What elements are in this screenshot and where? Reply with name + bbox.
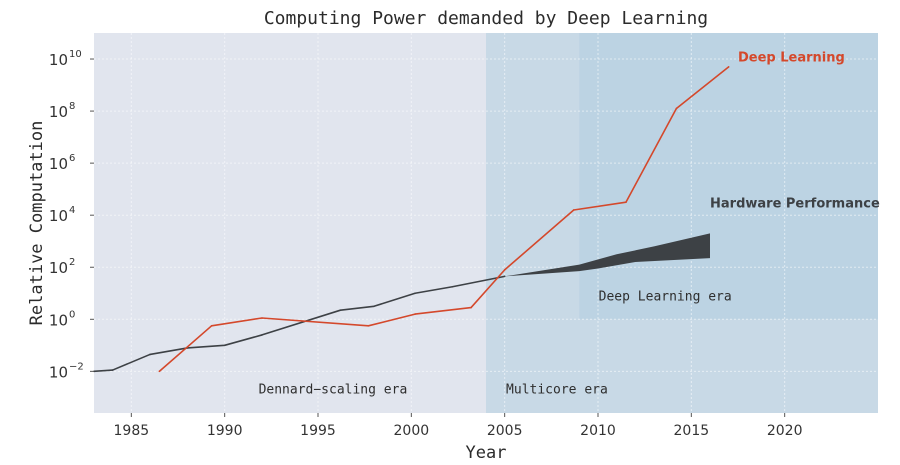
- hardware-performance-band: [504, 233, 710, 277]
- data-point-deep-learning-2: [261, 317, 263, 319]
- data-point-hardware-performance-5: [261, 334, 263, 336]
- hardware-band: [504, 233, 710, 277]
- y-tick-label-10: 10 10: [49, 49, 82, 69]
- data-point-deep-learning-6: [503, 269, 506, 271]
- x-axis-label: Year: [466, 443, 507, 463]
- x-tick-label-1995: 1995: [300, 423, 336, 439]
- y-tick-exponent: 8: [69, 101, 75, 112]
- data-point-deep-learning-3: [367, 325, 370, 327]
- y-tick-exponent: 10: [69, 49, 82, 60]
- y-tick-base: 10: [49, 51, 68, 69]
- y-tick-label-6: 10 6: [49, 153, 75, 173]
- region-deep-learning-era: [579, 33, 878, 320]
- y-tick-exponent: 2: [69, 257, 75, 268]
- data-point-deep-learning-7: [572, 209, 575, 211]
- region-labels: Dennard−scaling era Multicore era Deep Lea…: [259, 290, 732, 398]
- y-tick-base: 10: [49, 259, 68, 277]
- x-tick-label-2000: 2000: [394, 423, 430, 439]
- data-point-hardware-performance-4: [223, 344, 226, 347]
- y-tick-base: 10: [49, 207, 68, 225]
- x-tick-label-2010: 2010: [580, 423, 616, 439]
- era-regions: [94, 33, 878, 413]
- x-tick-label-1990: 1990: [207, 423, 243, 439]
- region-label-deep-learning-era: Deep Learning era: [599, 290, 732, 305]
- x-tick-label-2020: 2020: [767, 423, 803, 439]
- data-point-deep-learning-5: [470, 306, 472, 309]
- y-tick-exponent: 6: [69, 153, 75, 164]
- annotation-deep-learning: Deep Learning: [738, 51, 845, 66]
- y-tick-base: 10: [49, 155, 68, 173]
- y-tick-exponent: −2: [69, 361, 84, 372]
- region-label-multicore-era: Multicore era: [506, 382, 608, 397]
- series-lines: [93, 66, 730, 373]
- y-tick-label--2: 10 −2: [49, 361, 84, 381]
- x-tick-label-2005: 2005: [487, 423, 523, 439]
- region-dennard-scaling-era: [94, 33, 486, 413]
- y-tick-exponent: 4: [69, 205, 75, 216]
- x-tick-label-2015: 2015: [674, 423, 710, 439]
- x-tick-label-1985: 1985: [114, 423, 150, 439]
- y-tick-label-2: 10 2: [49, 257, 75, 277]
- data-point-deep-learning-10: [727, 66, 730, 68]
- data-point-deep-learning-9: [675, 107, 678, 110]
- y-tick-label-4: 10 4: [49, 205, 75, 225]
- y-tick-base: 10: [49, 311, 68, 329]
- data-point-hardware-performance-9: [451, 285, 454, 288]
- grid-lines: [94, 33, 878, 413]
- data-point-deep-learning-1: [210, 325, 213, 327]
- data-point-hardware-performance-7: [373, 305, 375, 308]
- y-tick-label-8: 10 8: [49, 101, 75, 121]
- data-point-hardware-performance-2: [149, 353, 151, 356]
- data-point-deep-learning-0: [158, 370, 161, 373]
- region-label-dennard-scaling-era: Dennard−scaling era: [259, 382, 408, 397]
- data-point-hardware-performance-6: [339, 309, 342, 311]
- data-point-hardware-performance-10: [503, 275, 506, 278]
- x-axis: 1985 1990 1995 2000 2005 2010 2015 2020: [114, 413, 803, 439]
- annotations: Deep Learning Hardware Performance: [710, 51, 880, 212]
- data-point-hardware-performance-1: [111, 369, 114, 371]
- y-axis-label: Relative Computation: [27, 121, 47, 326]
- y-tick-label-0: 10 0: [49, 309, 75, 329]
- data-point-deep-learning-4: [414, 313, 416, 315]
- data-point-hardware-performance-8: [414, 292, 416, 295]
- y-tick-exponent: 0: [69, 309, 75, 320]
- annotation-hardware-performance: Hardware Performance: [710, 196, 880, 211]
- y-tick-base: 10: [49, 363, 68, 381]
- chart-title: Computing Power demanded by Deep Learnin…: [264, 8, 708, 29]
- y-tick-base: 10: [49, 103, 68, 121]
- data-point-deep-learning-8: [625, 201, 627, 203]
